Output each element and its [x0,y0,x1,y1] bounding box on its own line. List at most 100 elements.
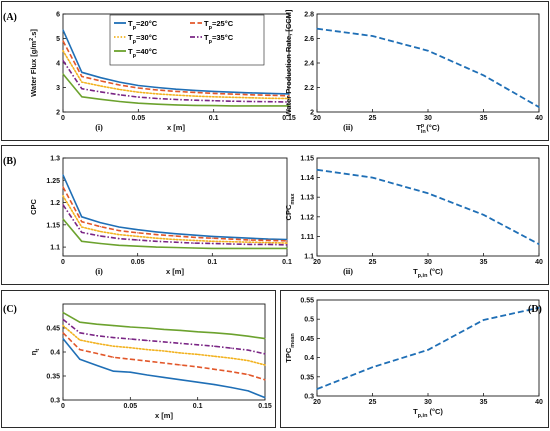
data-point [249,247,251,250]
legend: Tp=20°C Tp=25°C Tp=30°C Tp=35°C Tp=40°C [109,14,265,66]
x-tick-label: 0.1 [193,403,203,410]
plot-area [316,13,540,113]
x-tick-label: 0 [61,259,65,266]
data-point [79,358,81,360]
x-tick-label: 20 [313,115,321,122]
data-point [163,362,165,364]
data-point [81,240,83,242]
data-point [250,92,252,94]
data-point [269,94,271,96]
data-point [316,169,318,171]
data-point [230,333,232,335]
panel-label: (D) [528,304,542,315]
data-point [118,88,121,91]
data-point [99,230,101,233]
x-tick-label: 0.15 [258,403,272,410]
data-point [180,342,182,344]
data-point [269,92,271,94]
data-point [174,246,176,249]
x-tick-label: 20 [313,259,321,266]
data-point [264,397,266,399]
data-point [371,177,374,179]
data-point [197,366,199,368]
data-point [155,234,157,236]
data-point [230,357,232,359]
data-point [146,374,148,376]
sub-panel-label: (ii) [343,267,353,276]
x-tick-label: 20 [313,399,321,406]
data-point [156,86,158,89]
data-point [156,93,158,95]
data-point [193,236,195,238]
y-tick-label: 0.45 [300,336,314,343]
x-tick-label: 0.1 [209,115,219,122]
x-tick-label: 40 [535,115,543,122]
data-point [286,238,288,241]
y-tick-label: 6 [56,12,60,19]
data-point [264,353,266,355]
data-point [211,240,213,242]
data-point [81,96,83,98]
data-point [174,238,176,241]
data-point [175,98,177,101]
data-point [211,235,213,237]
y-axis-label: CPC [29,199,38,215]
data-point [137,102,139,104]
y-tick-label: 1.1 [50,245,60,252]
data-point [100,85,102,87]
y-axis-label: TPCmean [284,333,296,363]
data-point [129,358,131,360]
plot-area [62,157,288,257]
x-tick-label: 0.15 [282,115,296,122]
data-point [118,226,120,228]
data-point [112,370,115,372]
data-point [231,91,234,93]
data-point [62,186,64,188]
data-point [213,92,215,94]
x-axis-label: Tp,in (°C) [413,267,443,279]
data-point [316,388,318,390]
y-tick-label: 2 [310,110,314,117]
x-axis-label: x [m] [166,267,184,276]
data-point [156,89,158,91]
data-point [100,91,102,93]
data-point [62,204,64,206]
y-axis-label: CPCmax [284,193,296,221]
x-tick-label: 25 [369,399,377,406]
data-point [230,238,232,240]
y-tick-label: 1.11 [301,234,314,241]
data-point [79,321,81,323]
x-tick-label: 25 [369,115,377,122]
plot-area [316,157,540,257]
data-point [249,239,251,241]
data-point [247,360,249,362]
data-point [231,96,234,98]
sub-panel-label: (i) [95,123,103,132]
data-point [112,337,115,339]
data-point [213,105,215,107]
data-point [99,226,101,228]
data-point [249,243,251,246]
y-tick-label: 0.3 [304,394,314,401]
data-point [197,344,199,346]
y-tick-label: 1.14 [300,175,314,182]
data-point [81,231,83,233]
legend-entry: Tp=25°C [204,19,234,31]
data-point [267,239,269,242]
x-tick-label: 0 [61,403,65,410]
data-point [213,90,215,93]
data-point [230,371,232,373]
data-point [137,235,139,237]
panel-label: (C) [3,304,17,315]
data-point [81,216,83,218]
data-point [247,390,249,392]
data-point [213,355,216,357]
data-point [247,335,249,337]
data-point [250,100,252,103]
data-point [155,240,157,242]
y-tick-label: 0.35 [46,374,60,381]
data-point [482,214,485,216]
data-point [81,88,83,90]
data-point [193,239,195,242]
data-point [211,237,213,239]
